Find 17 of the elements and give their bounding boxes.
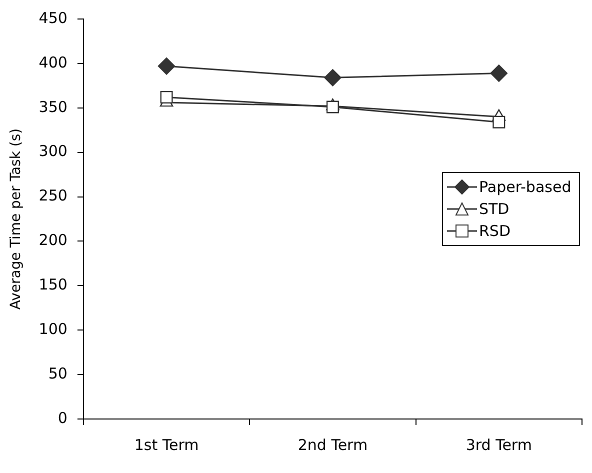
y-tick-label: 50 [48,364,68,382]
y-tick-label: 250 [38,186,68,205]
y-tick-label: 300 [38,142,68,160]
x-tick-label: 3rd Term [466,436,532,454]
y-tick-label: 200 [38,231,68,250]
y-tick-label: 400 [38,53,68,72]
legend-label: STD [479,200,510,218]
legend-label: RSD [479,222,510,240]
y-tick-label: 150 [38,276,68,294]
y-tick-label: 350 [38,98,68,116]
legend-label: Paper-based [479,178,572,196]
y-tick-label: 0 [58,408,68,427]
x-tick-label: 1st Term [134,436,199,454]
y-axis-title: Average Time per Task (s) [8,128,24,310]
x-tick-label: 2nd Term [298,436,368,454]
y-tick-label: 450 [38,8,68,27]
y-tick-label: 100 [38,320,68,338]
